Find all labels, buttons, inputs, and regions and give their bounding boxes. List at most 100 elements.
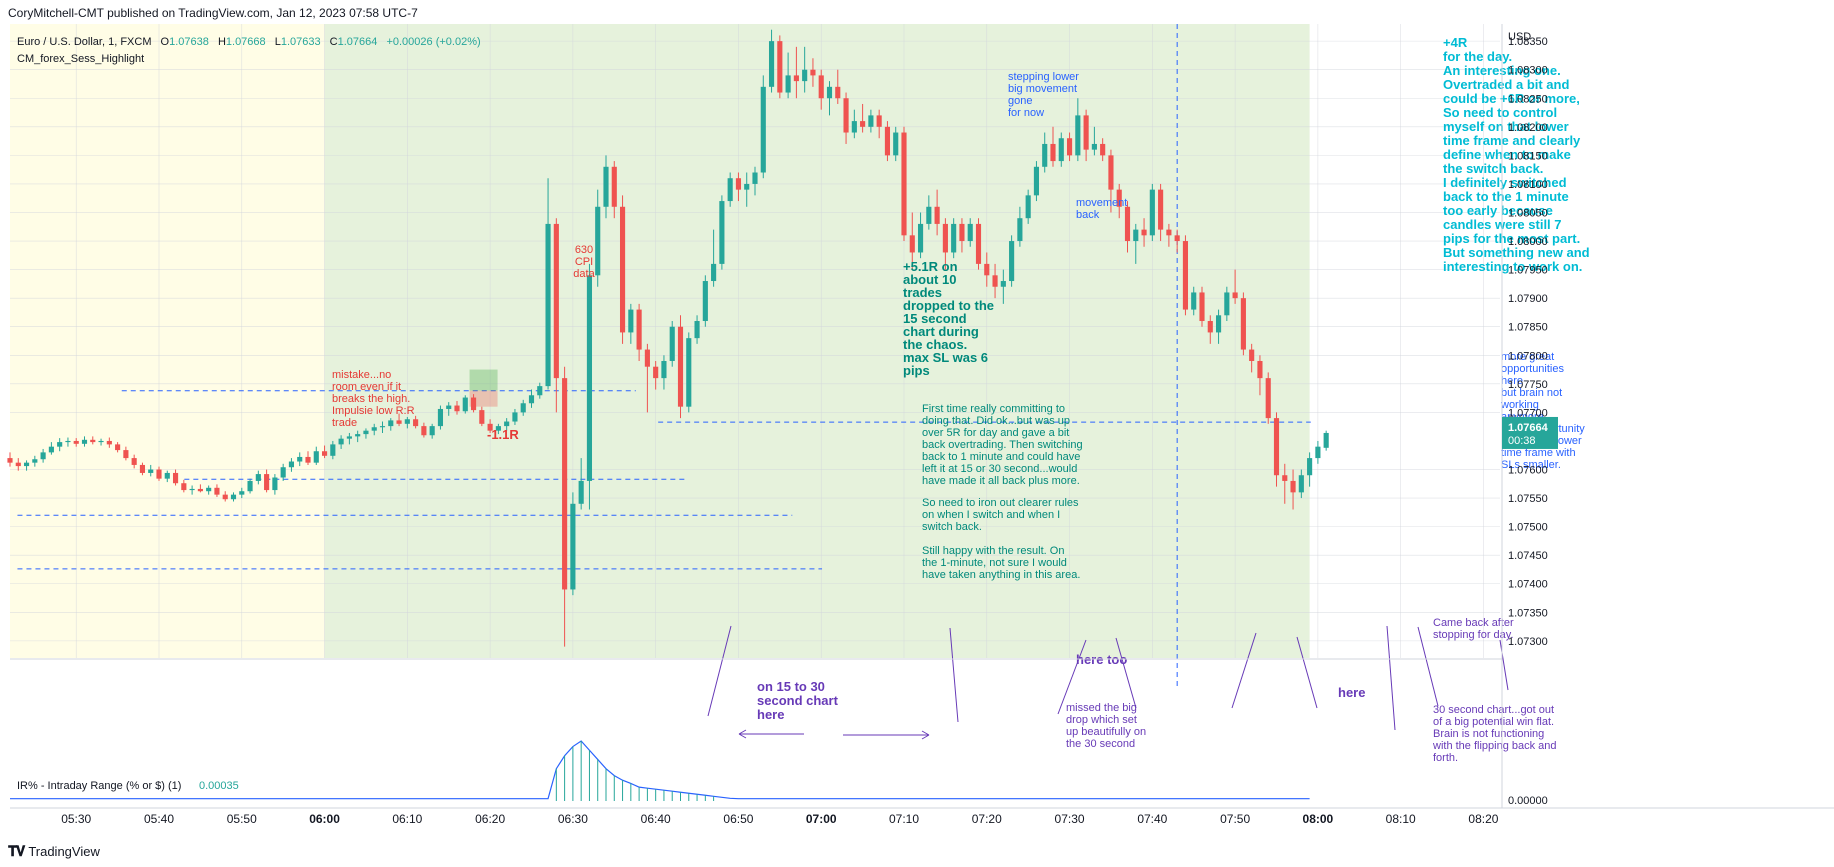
candle-body — [686, 338, 692, 407]
note-more-great-line: more great — [1501, 351, 1554, 363]
candle-body — [992, 275, 998, 287]
candle-body — [239, 491, 245, 495]
candle-body — [1290, 480, 1296, 493]
note-plus4-line: time frame and clearly — [1443, 133, 1581, 148]
drawn-line — [1386, 625, 1396, 731]
candle-body — [338, 438, 344, 445]
time-tick-label: 06:00 — [309, 812, 340, 826]
candle-body — [1215, 315, 1222, 333]
note-plus4-line: +4R — [1443, 35, 1468, 50]
candle-body — [768, 41, 775, 87]
note-iron-out-line: switch back. — [922, 521, 982, 533]
candle-body — [818, 75, 824, 99]
candle-body — [860, 121, 866, 127]
note-came-back: Came back after stopping for day. — [1433, 617, 1514, 641]
candle-body — [1042, 143, 1048, 167]
candle-body — [98, 440, 104, 443]
candle-body — [1282, 475, 1288, 481]
price-tick-label: 1.08100 — [1508, 179, 1548, 191]
note-plus51-line: trades — [903, 285, 942, 300]
candle-body — [1116, 189, 1122, 207]
candle-body — [1249, 349, 1255, 361]
note-plus4-line: So need to control — [1443, 105, 1557, 120]
candle-body — [926, 206, 932, 224]
candle-body — [562, 378, 568, 590]
candle-body — [57, 442, 63, 447]
candle-body — [1158, 189, 1164, 230]
candle-body — [1075, 115, 1081, 156]
note-plus4-line: for the day. — [1443, 49, 1512, 64]
session-backgrounds — [10, 24, 1310, 658]
candle-body — [504, 421, 510, 427]
arrow-left-head — [738, 729, 747, 739]
candle-body — [669, 326, 675, 361]
note-iron-out-line: on when I switch and when I — [922, 509, 1060, 521]
note-first-time-line: back overtrading. Then switching — [922, 439, 1083, 451]
legend-change: +0.00026 (+0.02%) — [386, 36, 480, 48]
annotations[interactable]: 630 CPI data mistake...no room even if it bre… — [332, 35, 1590, 764]
currency-label: USD — [1508, 31, 1531, 43]
candle-body — [1232, 292, 1238, 299]
note-plus51-line: max SL was 6 — [903, 350, 988, 365]
note-iron-out: So need to iron out clearer rules on when… — [922, 497, 1079, 533]
candle-body — [785, 75, 791, 93]
note-plus51-line: dropped to the — [903, 298, 994, 313]
indicator-pane[interactable]: IR% - Intraday Range (% or $) (1) 0.00035… — [10, 658, 1548, 807]
candle-body — [1265, 378, 1271, 419]
last-price-label: 1.07664 — [1508, 422, 1549, 434]
time-tick-label: 07:30 — [1055, 812, 1085, 826]
candle-body — [826, 86, 833, 99]
svg-text:Euro / U.S. Dollar, 1, FXCM: Euro / U.S. Dollar, 1, FXCM O1.07638 H1.… — [17, 36, 481, 48]
note-plus4-line: could be +6R or more, — [1443, 91, 1580, 106]
note-mistake-line: Impulsie low R:R — [332, 405, 415, 417]
note-plus4: +4R for the day. An interesting one. Overtr… — [1443, 35, 1590, 274]
candle-body — [619, 206, 626, 333]
candle-body — [90, 439, 96, 443]
candle-body — [1133, 229, 1139, 242]
time-tick-label: 08:00 — [1303, 812, 1334, 826]
candle-body — [512, 412, 518, 422]
candle-body — [396, 420, 402, 424]
note-movement: movement back — [1076, 197, 1127, 221]
legend-symbol: Euro / U.S. Dollar, 1, FXCM — [17, 36, 151, 48]
note-plus4-line: the switch back. — [1443, 161, 1543, 176]
note-plus51-line: 15 second — [903, 311, 967, 326]
time-tick-label: 06:20 — [475, 812, 505, 826]
candle-body — [280, 467, 286, 478]
price-tick-label: 1.07600 — [1508, 465, 1548, 477]
price-tick-label: 1.08350 — [1508, 36, 1548, 48]
price-tick-label: 1.07850 — [1508, 322, 1548, 334]
candle-body — [694, 321, 700, 339]
candle-body — [1182, 241, 1189, 310]
candle-body — [611, 166, 617, 207]
tradingview-logo[interactable]: 𝐓𝐕 TradingView — [8, 843, 100, 860]
candle-body — [1066, 138, 1073, 156]
price-tick-label: 1.08250 — [1508, 93, 1548, 105]
drawings[interactable] — [469, 369, 1509, 740]
time-tick-label: 06:30 — [558, 812, 588, 826]
candle-body — [1009, 241, 1015, 282]
candle-body — [727, 178, 733, 202]
note-stepping-line: big movement — [1008, 83, 1077, 95]
note-plus4-line: myself on that lower — [1443, 119, 1569, 134]
note-thirty-sec-line: with the flipping back and — [1432, 740, 1557, 752]
candle-body — [1091, 143, 1097, 150]
price-tick-label: 1.07500 — [1508, 522, 1548, 534]
candle-body — [388, 420, 394, 427]
candle-body — [917, 223, 924, 253]
candle-body — [7, 458, 13, 463]
time-tick-label: 08:10 — [1386, 812, 1416, 826]
candle-body — [172, 472, 179, 484]
candle-body — [437, 408, 444, 427]
note-on15-line: on 15 to 30 — [757, 679, 825, 694]
candle-body — [677, 326, 684, 407]
position-box-stop — [469, 390, 498, 407]
candle-body — [1207, 321, 1213, 333]
candle-body — [802, 69, 808, 82]
candle-body — [595, 206, 601, 276]
legend-o: 1.07638 — [169, 36, 209, 48]
note-plus51-line: +5.1R on — [903, 259, 958, 274]
candle-body — [413, 419, 419, 427]
candle-body — [48, 446, 54, 453]
